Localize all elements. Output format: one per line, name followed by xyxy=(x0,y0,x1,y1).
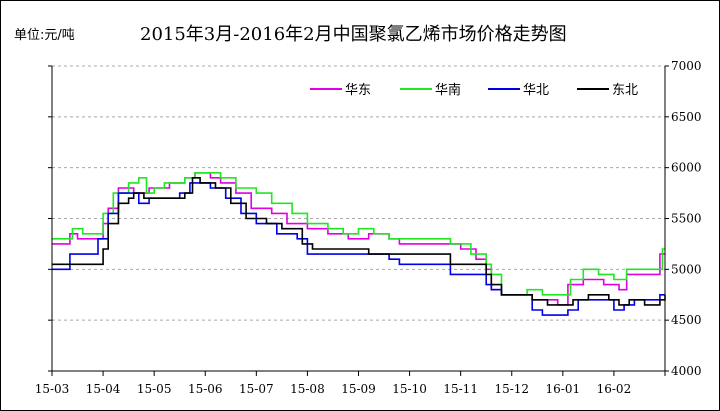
y-tick-labels: 4000 4500 5000 5500 6000 6500 7000 xyxy=(671,59,702,378)
x-tick-label: 15-08 xyxy=(290,382,325,396)
x-tick-label: 15-06 xyxy=(188,382,223,396)
y-tick-label: 5500 xyxy=(671,212,702,226)
y-tick-label: 4500 xyxy=(671,313,702,327)
y-tick-label: 6500 xyxy=(671,110,702,124)
x-tick-label: 15-07 xyxy=(239,382,274,396)
x-tick-label: 15-11 xyxy=(443,382,478,396)
axes xyxy=(48,65,669,376)
x-tick-label: 15-03 xyxy=(35,382,70,396)
series-lines xyxy=(52,172,666,316)
x-tick-label: 15-04 xyxy=(86,382,121,396)
unit-label: 单位:元/吨 xyxy=(14,28,75,43)
y-tick-label: 4000 xyxy=(671,364,702,378)
x-tick-label: 15-05 xyxy=(137,382,172,396)
series-line xyxy=(52,172,665,296)
x-tick-label: 15-10 xyxy=(392,382,427,396)
x-tick-label: 15-12 xyxy=(494,382,529,396)
chart-title: 2015年3月-2016年2月中国聚氯乙烯市场价格走势图 xyxy=(140,24,567,45)
legend-label: 华北 xyxy=(523,83,549,98)
y-tick-label: 6000 xyxy=(671,161,702,175)
y-tick-label: 7000 xyxy=(671,59,702,73)
legend-label: 华南 xyxy=(435,82,461,98)
x-tick-label: 15-09 xyxy=(341,382,376,396)
x-tick-labels: 15-03 15-04 15-05 15-06 15-07 15-08 15-09 15-10… xyxy=(35,382,632,396)
x-tick-label: 16-02 xyxy=(597,382,632,396)
series-line xyxy=(52,182,665,316)
grid-lines xyxy=(52,65,665,321)
legend: 华东 华南 华北 东北 xyxy=(310,82,638,98)
legend-label: 东北 xyxy=(612,83,638,98)
x-tick-label: 16-01 xyxy=(546,382,581,396)
series-line xyxy=(52,177,666,306)
legend-label: 华东 xyxy=(345,83,371,98)
y-tick-label: 5000 xyxy=(671,262,702,276)
